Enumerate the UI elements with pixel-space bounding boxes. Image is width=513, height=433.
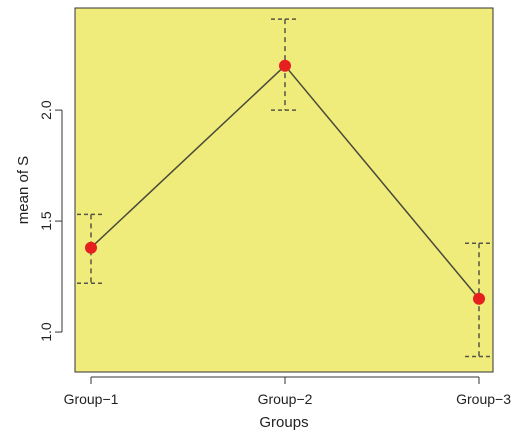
data-point-3 bbox=[473, 292, 485, 305]
x-tick-label-1: Group−1 bbox=[64, 391, 119, 407]
y-axis: 1.0 1.5 2.0 bbox=[38, 100, 63, 342]
y-axis-label: mean of S bbox=[15, 156, 32, 224]
y-tick-label-1: 1.0 bbox=[38, 322, 54, 342]
data-point-1 bbox=[85, 241, 97, 254]
y-tick-label-2: 1.5 bbox=[38, 211, 54, 231]
x-tick-label-2: Group−2 bbox=[258, 391, 313, 407]
x-tick-label-3: Group−3 bbox=[456, 391, 511, 407]
y-tick-label-3: 2.0 bbox=[38, 100, 54, 120]
data-point-2 bbox=[279, 59, 291, 72]
x-axis-label: Groups bbox=[259, 414, 308, 431]
x-axis: Group−1 Group−2 Group−3 bbox=[64, 376, 511, 407]
data-points bbox=[85, 59, 485, 305]
